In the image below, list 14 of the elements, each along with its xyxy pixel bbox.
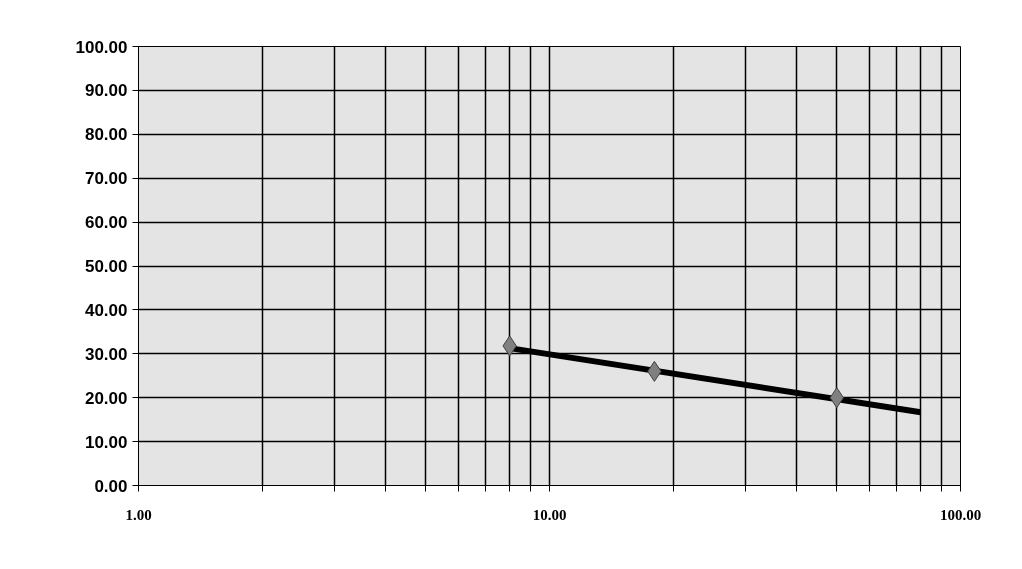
y-tick-label: 40.00 (84, 300, 128, 320)
y-tick-label: 10.00 (84, 432, 128, 452)
y-tick-label: 70.00 (84, 169, 128, 189)
y-tick-label: 50.00 (84, 257, 128, 276)
x-tick-label: 100.00 (939, 506, 982, 523)
y-tick-label: 90.00 (84, 81, 128, 101)
y-tick-label: 60.00 (84, 213, 128, 233)
y-tick-label: 80.00 (84, 125, 128, 145)
y-tick-label: 20.00 (84, 388, 128, 408)
x-tick-label: 1.00 (125, 506, 152, 523)
y-tick-label: 100.00 (75, 37, 128, 57)
x-tick-label: 10.00 (532, 506, 567, 523)
y-tick-label: 0.00 (94, 476, 128, 496)
y-tick-label: 30.00 (84, 344, 128, 364)
